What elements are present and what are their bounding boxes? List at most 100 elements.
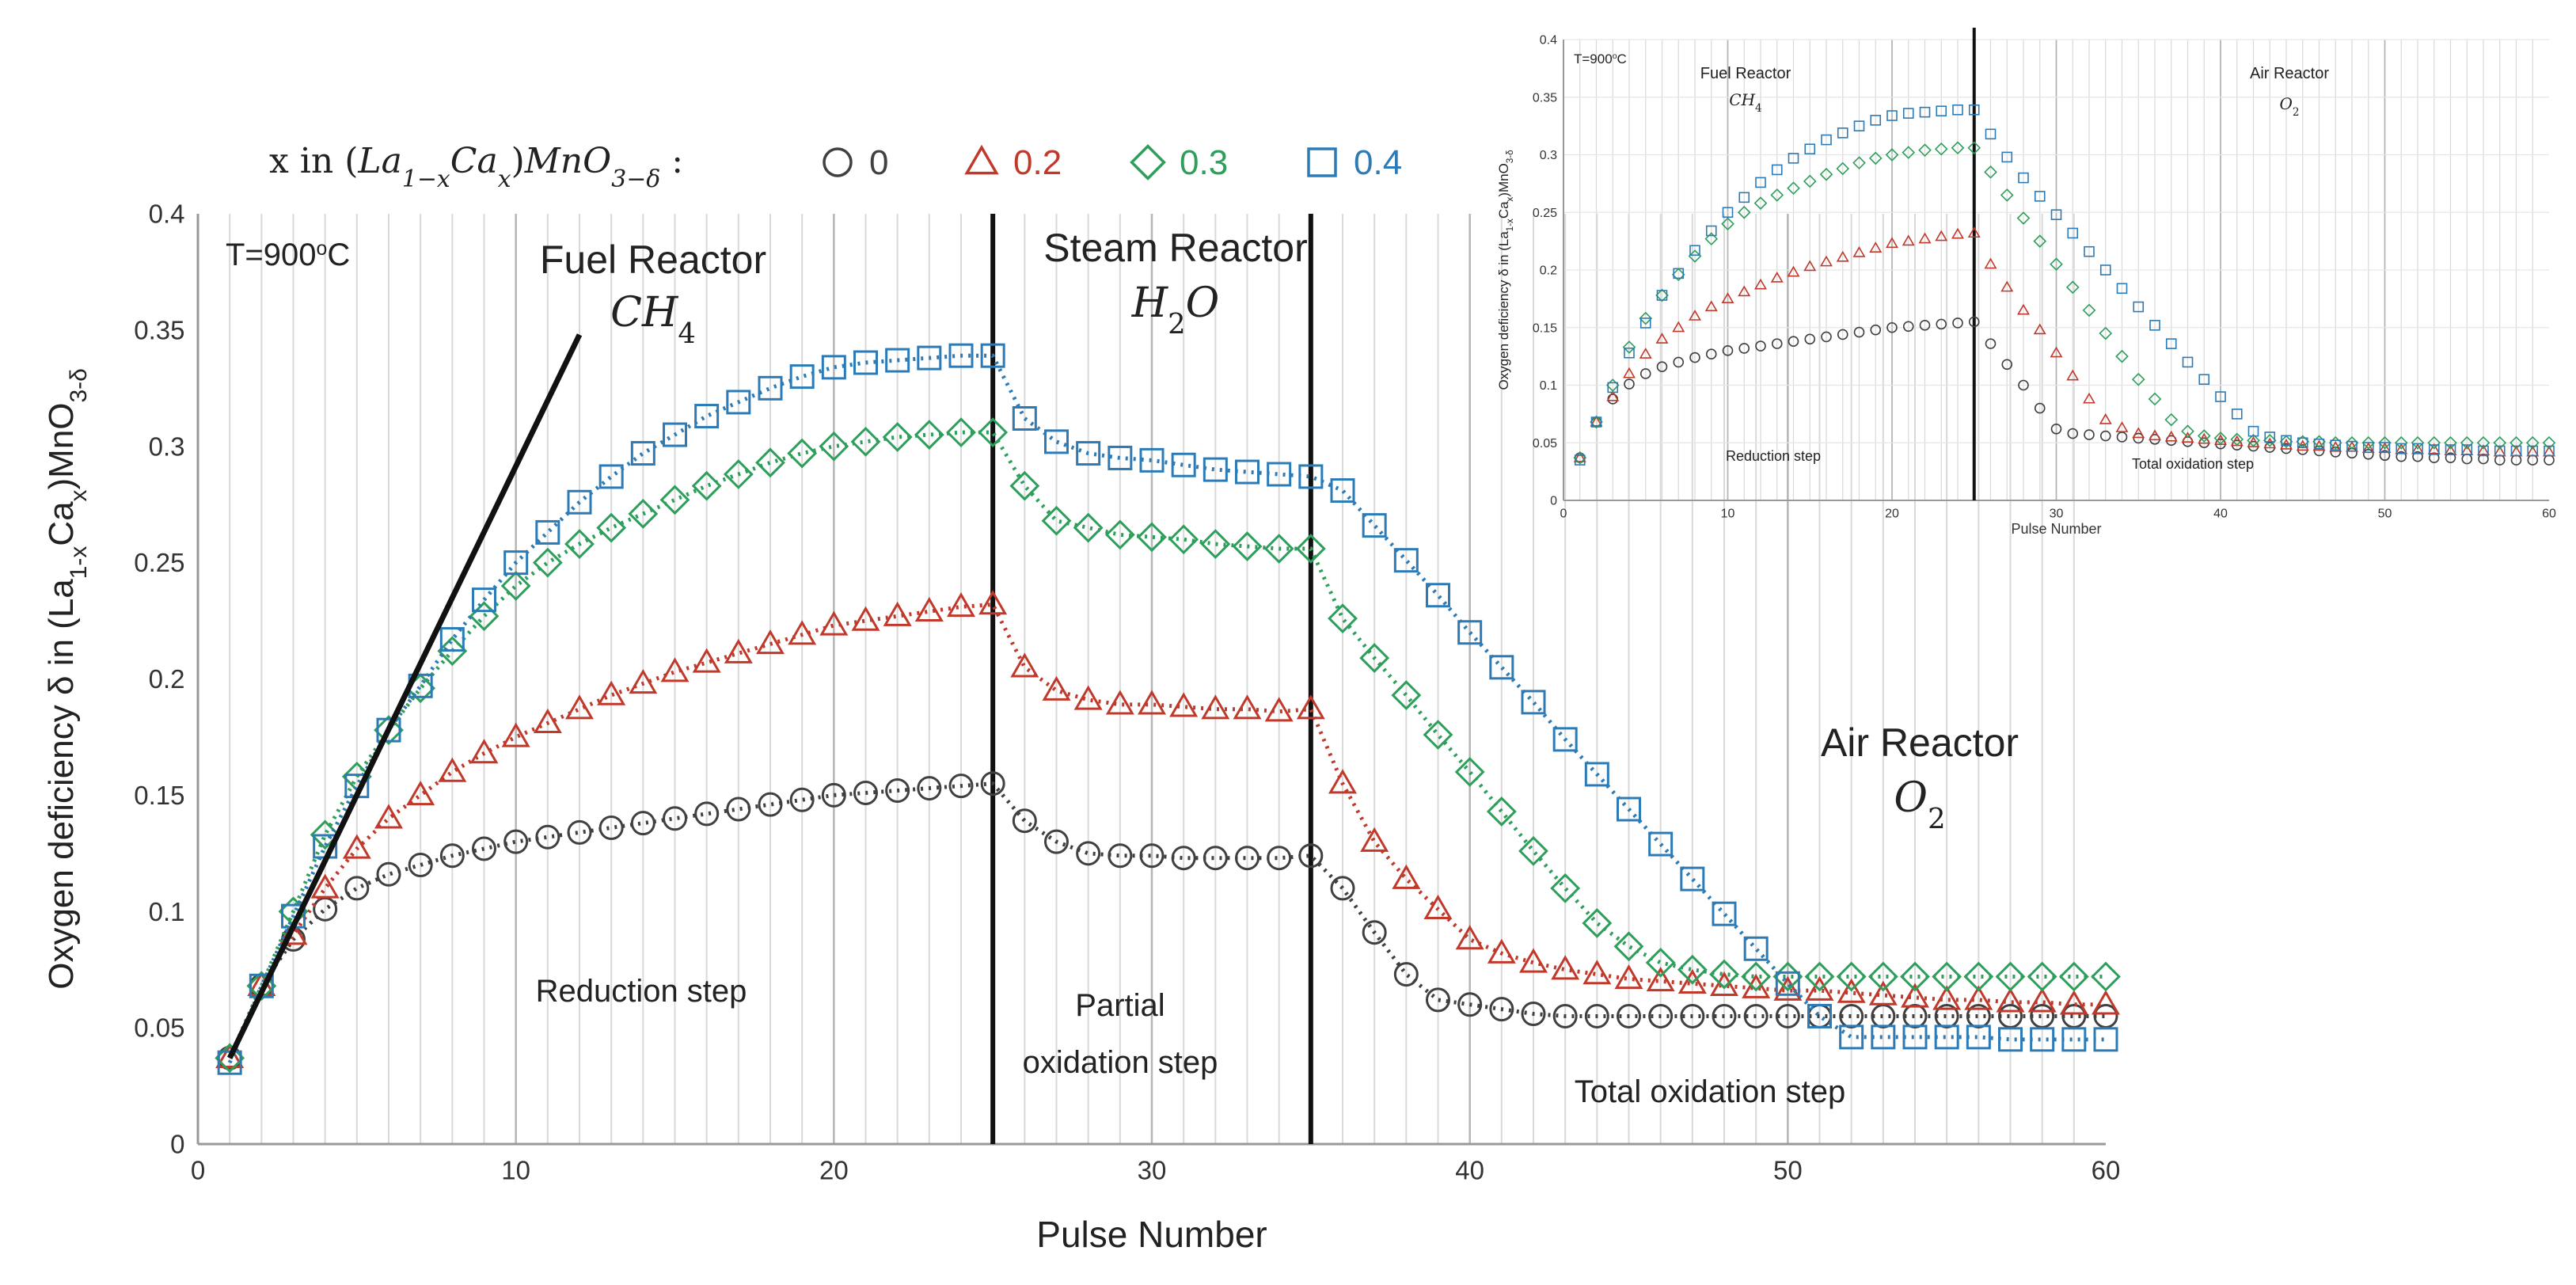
data-point-0.4 [1968,104,1980,116]
data-point-0.3 [1391,680,1422,710]
air-reactor-label: Air Reactor [1821,720,2019,765]
data-point-0.4 [1203,457,1228,482]
data-point-0.4 [1680,866,1705,892]
data-point-0 [694,801,720,827]
data-point-0.2 [1967,226,1981,238]
data-point-0.4 [376,717,401,743]
data-point-0 [598,815,624,840]
data-point-0 [1203,846,1228,871]
data-point-0.3 [691,470,722,501]
data-point-0.4 [1012,406,1037,431]
data-point-0.3 [1867,961,1898,992]
data-point-0 [1680,1003,1705,1028]
data-point-0.3 [914,420,944,450]
data-point-0.4 [472,587,496,613]
y-tick-label: 0 [1550,495,1557,508]
data-point-0.3 [1967,141,1981,155]
data-point-0.3 [1902,146,1916,159]
data-point-0.3 [2115,349,2129,363]
data-point-0.2 [501,722,530,747]
data-point-0.2 [1902,234,1915,246]
data-point-0.4 [1775,971,1800,996]
data-point-0.2 [1201,694,1230,720]
y-tick-label: 0.25 [1533,207,1557,220]
data-point-0.4 [1426,583,1450,608]
data-point-0 [2544,454,2555,466]
data-point-0.3 [596,512,627,543]
legend-label-0: 0 [869,143,888,182]
data-point-0 [2034,402,2046,414]
data-point-0.2 [1573,451,1586,462]
data-point-0.2 [1646,966,1675,992]
data-point-0.3 [1009,470,1040,501]
data-point-0.4 [1108,445,1133,470]
data-point-0.2 [1689,310,1701,321]
data-point-0.3 [2050,257,2063,272]
data-point-0 [885,778,910,803]
data-point-0.2 [2427,443,2441,454]
data-point-0 [2133,432,2145,444]
data-point-0.3 [1622,340,1636,354]
data-point-0.3 [2164,412,2179,427]
data-point-0.3 [2525,435,2540,450]
data-point-0.4 [2247,425,2259,437]
data-point-0.3 [2058,961,2089,992]
fuel-gas-label: CH4 [610,289,696,350]
inset-chart: 0 10 20 30 40 50 60 0 0.05 0.1 0.15 0.2 0.25 0.3 0.35 0… [1496,28,2556,537]
partial-oxidation-label-line1: Partial [1075,988,1165,1023]
data-point-0.3 [2476,435,2491,450]
data-point-0.3 [2247,434,2260,447]
data-point-0.4 [2018,172,2029,184]
series-line-0.4 [227,353,2106,1064]
data-point-0.4 [2149,320,2160,331]
data-point-0.3 [1454,757,1485,787]
data-point-0 [2018,379,2029,391]
data-point-0.2 [1582,960,1612,985]
data-point-0 [980,771,1005,796]
x-tick-label: 40 [2213,508,2228,521]
data-point-0.4 [2198,374,2210,386]
legend-label-0.2: 0.2 [1013,143,1062,182]
data-point-0 [2396,451,2407,462]
data-point-0.3 [2493,435,2507,450]
data-point-0.2 [1042,675,1071,701]
data-point-0.4 [1624,347,1635,359]
data-point-0 [1934,1003,1959,1028]
data-point-0.3 [1819,167,1833,181]
data-point-0.4 [1648,831,1674,857]
data-point-0.4 [598,464,624,489]
data-point-0.2 [1233,694,1262,720]
data-point-0.3 [1655,288,1669,302]
data-point-0.2 [978,590,1008,615]
series-line-0 [227,781,2106,1059]
y-tick-label: 0.3 [1540,149,1557,162]
data-point-0.4 [1362,513,1387,538]
data-point-0.2 [1551,955,1580,980]
data-point-0 [2084,429,2095,440]
x-tick-label: 60 [2542,508,2556,521]
data-point-0.4 [1712,901,1737,926]
data-point-0 [472,836,496,861]
data-point-0.4 [1722,207,1734,219]
data-point-0.3 [2510,435,2523,450]
data-point-0.2 [438,757,467,782]
data-point-0.4 [1171,452,1196,477]
y-tick-label: 0.4 [1540,34,1557,48]
data-point-0.2 [2099,412,2112,424]
data-point-0.3 [2181,424,2194,439]
inset-reduction-step-label: Reduction step [1726,448,1821,464]
data-point-0.2 [406,780,435,806]
data-point-0.3 [215,1043,245,1074]
data-point-0.2 [1738,285,1751,297]
data-point-0 [2313,445,2325,457]
data-point-0 [2067,428,2079,439]
data-point-0.4 [1139,447,1165,473]
data-point-0.4 [758,375,783,401]
data-point-0.2 [1805,975,1834,1001]
data-point-0.3 [2000,188,2014,202]
data-point-0.4 [1807,1003,1832,1028]
data-point-0.3 [1704,232,1719,246]
data-point-0.4 [2362,442,2374,453]
data-point-0.2 [788,620,817,645]
